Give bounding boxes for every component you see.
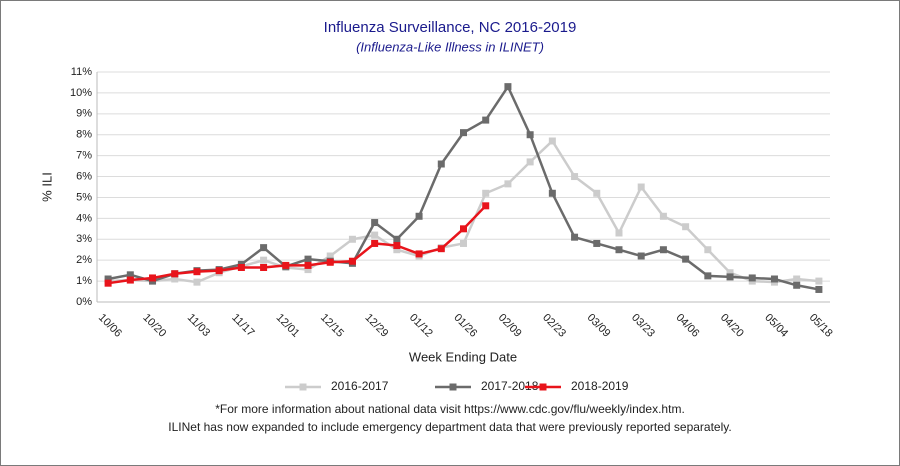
- point: [326, 252, 334, 260]
- point: [482, 189, 490, 197]
- point: [304, 261, 312, 269]
- point: [193, 278, 201, 286]
- y-tick-label: 7%: [76, 150, 92, 162]
- point: [815, 285, 823, 293]
- point: [304, 266, 312, 274]
- point: [659, 212, 667, 220]
- point: [393, 242, 401, 250]
- point: [571, 233, 579, 241]
- point: [149, 274, 157, 282]
- y-tick-label: 6%: [76, 170, 92, 182]
- y-axis-label: % ILI: [39, 172, 54, 202]
- point: [393, 235, 401, 243]
- point: [548, 189, 556, 197]
- legend-label: 2018-2019: [571, 379, 629, 393]
- point: [482, 116, 490, 124]
- point: [348, 235, 356, 243]
- point: [282, 261, 290, 269]
- point: [326, 258, 334, 266]
- y-tick-label: 3%: [76, 233, 92, 245]
- point: [659, 246, 667, 254]
- legend-swatch: [299, 383, 307, 391]
- point: [393, 246, 401, 254]
- point: [637, 252, 645, 260]
- point: [682, 223, 690, 231]
- point: [571, 173, 579, 181]
- point: [793, 275, 801, 283]
- point: [415, 212, 423, 220]
- series-line: [107, 204, 487, 285]
- point: [348, 257, 356, 265]
- legend-swatch: [449, 383, 457, 391]
- y-tick-label: 8%: [76, 129, 92, 141]
- point: [482, 202, 490, 210]
- footnote: *For more information about national dat…: [215, 402, 685, 416]
- point: [704, 272, 712, 280]
- point: [593, 189, 601, 197]
- footnote: ILINet has now expanded to include emerg…: [168, 420, 731, 434]
- point: [371, 239, 379, 247]
- point: [371, 231, 379, 239]
- y-tick-label: 10%: [70, 87, 92, 99]
- point: [126, 271, 134, 279]
- point: [793, 281, 801, 289]
- point: [304, 255, 312, 263]
- point: [526, 131, 534, 139]
- point: [460, 225, 467, 233]
- point: [637, 183, 645, 191]
- point: [704, 246, 712, 254]
- point: [260, 256, 268, 264]
- point: [126, 276, 134, 284]
- point: [171, 270, 179, 278]
- legend-label: 2017-2018: [481, 379, 539, 393]
- point: [504, 83, 512, 91]
- y-tick-label: 2%: [76, 254, 92, 266]
- point: [371, 219, 379, 227]
- y-tick-label: 0%: [76, 296, 92, 308]
- point: [104, 275, 112, 283]
- legend-label: 2016-2017: [331, 379, 389, 393]
- x-axis-label: Week Ending Date: [409, 349, 517, 364]
- point: [682, 255, 690, 263]
- point: [437, 245, 445, 253]
- y-tick-label: 1%: [76, 275, 92, 287]
- point: [593, 239, 601, 247]
- y-tick-label: 11%: [71, 66, 92, 78]
- point: [171, 275, 179, 283]
- point: [460, 129, 467, 137]
- y-tick-label: 4%: [76, 212, 92, 224]
- point: [215, 267, 223, 275]
- point: [237, 264, 245, 271]
- point: [526, 158, 534, 166]
- chart-title: Influenza Surveillance, NC 2016-2019: [324, 19, 577, 36]
- point: [615, 229, 623, 237]
- chart-subtitle: (Influenza-Like Illness in ILINET): [356, 39, 544, 54]
- point: [748, 274, 756, 282]
- point: [415, 250, 423, 258]
- point: [726, 269, 734, 277]
- point: [460, 239, 467, 247]
- point: [815, 277, 823, 285]
- y-tick-label: 9%: [76, 108, 92, 120]
- legend-swatch: [539, 383, 547, 391]
- point: [193, 268, 201, 276]
- point: [504, 180, 512, 188]
- point: [615, 246, 623, 254]
- point: [260, 264, 268, 271]
- point: [770, 275, 778, 283]
- point: [104, 279, 112, 287]
- y-tick-label: 5%: [76, 191, 92, 203]
- point: [260, 244, 268, 252]
- point: [726, 273, 734, 281]
- point: [437, 160, 445, 168]
- point: [548, 137, 556, 145]
